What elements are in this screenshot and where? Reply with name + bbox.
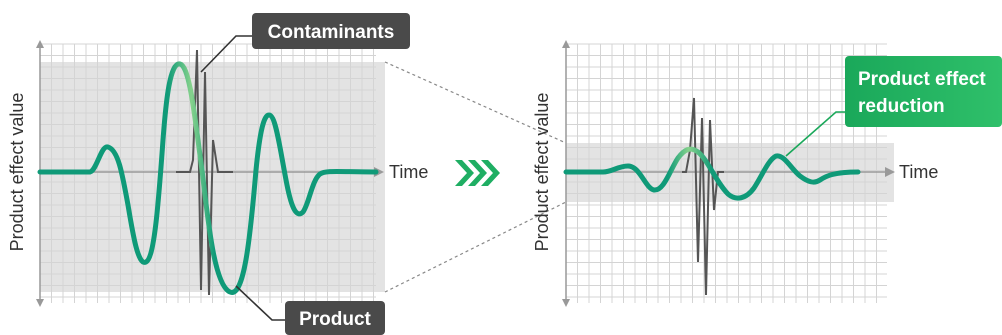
reduction-callout-label-line1: Product effect [858,69,986,90]
reduction-callout-box [845,56,1002,127]
right-contaminant-wave [682,97,724,296]
left-x-axis-arrow [374,167,384,177]
left-y-axis-label: Product effect value [7,93,27,252]
right-grid [565,43,887,303]
product-callout-label: Product [299,309,371,330]
right-y-axis-top-arrow [562,40,570,48]
right-chart: Time Product effect value Product effect… [532,40,1002,307]
reduction-leader-line [785,111,848,157]
right-x-axis-label: Time [899,162,938,182]
right-product-wave [563,146,861,201]
contaminants-leader-line [200,35,253,73]
left-y-axis-bottom-arrow [36,299,44,307]
right-y-axis-label: Product effect value [532,93,552,252]
product-callout-box [285,301,385,335]
left-x-axis-label: Time [389,162,428,182]
zoom-connector-bottom [384,201,567,293]
product-leader-line [235,285,288,321]
reduction-callout-label-line2: reduction [858,96,945,117]
transition-chevrons-icon [455,160,500,186]
left-y-axis-top-arrow [36,40,44,48]
contaminants-callout-box [252,13,410,49]
right-x-axis-arrow [885,167,895,177]
contaminants-callout-label: Contaminants [268,22,395,43]
left-chart: Time Product effect value Contaminants P… [7,13,428,335]
right-y-axis-bottom-arrow [562,299,570,307]
left-product-wave [37,61,379,295]
